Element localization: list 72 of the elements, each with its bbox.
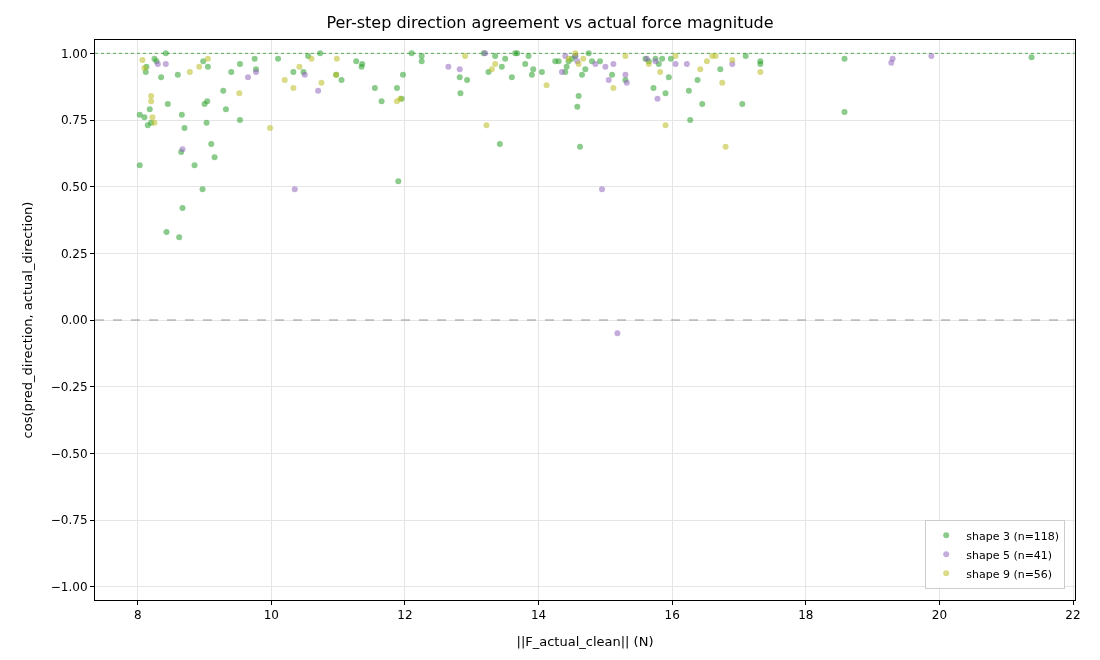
point (729, 57, 736, 63)
point (543, 82, 550, 89)
x-tick-label: 18 (798, 608, 814, 623)
y-axis-title: cos(pred_direction, actual_direction) (19, 201, 35, 439)
point (267, 125, 274, 131)
point (719, 79, 726, 86)
point (333, 55, 340, 62)
point (662, 122, 669, 129)
point (610, 85, 617, 91)
point (622, 53, 629, 59)
point (928, 53, 935, 59)
point (162, 61, 169, 67)
x-tick-label: 20 (931, 608, 948, 623)
point (290, 85, 297, 91)
point (672, 61, 679, 67)
point (610, 61, 617, 67)
point (580, 55, 587, 62)
point (236, 90, 243, 97)
point (599, 186, 606, 193)
point (757, 69, 764, 75)
x-tick-label: 8 (133, 608, 142, 623)
point (483, 122, 490, 129)
point (614, 330, 621, 337)
point (204, 55, 211, 62)
x-tick-label: 10 (263, 608, 279, 623)
point (315, 87, 322, 94)
y-tick-label: −1.00 (50, 579, 88, 594)
point (622, 71, 629, 78)
x-tick-label: 16 (664, 608, 680, 623)
point (592, 61, 599, 67)
point (654, 95, 661, 102)
point (672, 53, 679, 59)
y-tick-label: −0.50 (50, 446, 88, 461)
point (697, 66, 704, 73)
point (602, 63, 609, 70)
point (186, 69, 193, 75)
point (462, 53, 469, 59)
point (722, 143, 729, 150)
y-tick-label: 0.00 (60, 313, 88, 328)
point (657, 69, 664, 75)
point (456, 66, 463, 73)
point (148, 93, 155, 99)
point (605, 77, 612, 83)
x-axis-title: ||F_actual_clean|| (N) (516, 634, 654, 649)
point (318, 79, 325, 86)
legend-label: shape 9 (n=56) (966, 567, 1053, 581)
point (281, 77, 288, 83)
point (196, 63, 203, 70)
point (683, 61, 690, 67)
point (889, 55, 896, 62)
point (445, 63, 452, 70)
point (148, 98, 155, 105)
y-tick-label: 1.00 (60, 46, 88, 61)
x-tick-label: 12 (397, 608, 413, 623)
y-tick-label: −0.75 (50, 513, 88, 528)
point (703, 58, 710, 65)
x-tick-label: 22 (1065, 608, 1081, 623)
point (149, 114, 156, 121)
chart-title: Per-step direction agreement vs actual force magnitude (326, 12, 774, 32)
point (296, 63, 303, 70)
point (291, 186, 298, 193)
point (139, 57, 146, 63)
legend-label: shape 5 (n=41) (966, 548, 1053, 562)
y-tick-label: −0.25 (50, 379, 88, 394)
point (492, 61, 499, 67)
y-tick-label: 0.25 (60, 246, 88, 261)
y-tick-label: 0.75 (60, 113, 88, 128)
y-tick-label: 0.50 (60, 179, 88, 194)
x-tick-label: 14 (530, 608, 547, 623)
point (558, 69, 565, 75)
legend-label: shape 3 (n=118) (966, 529, 1060, 543)
point (244, 74, 251, 81)
